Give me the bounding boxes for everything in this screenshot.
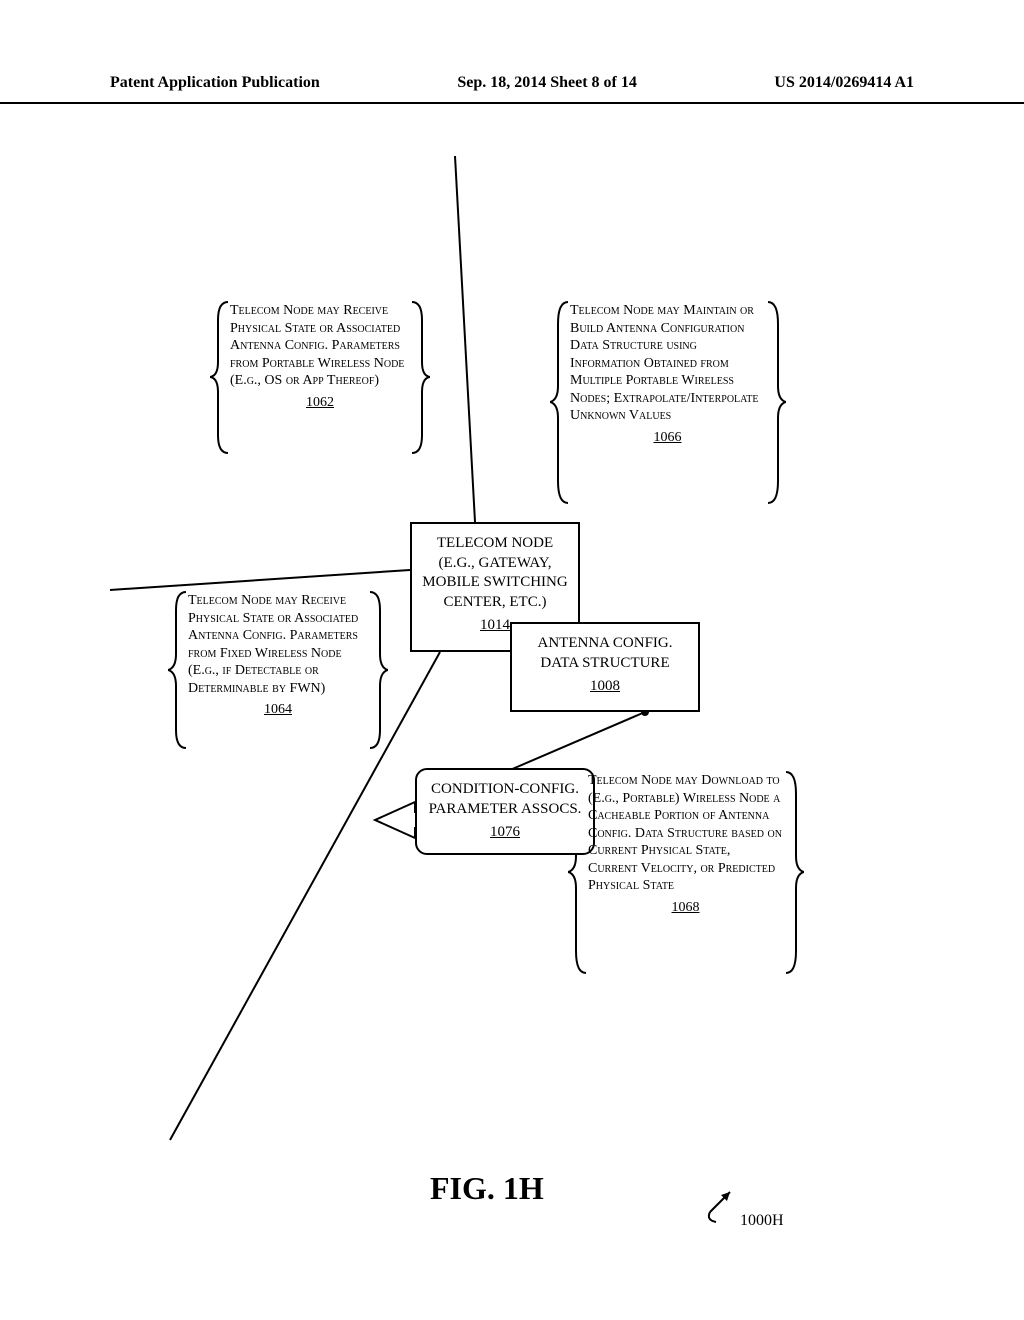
antenna-line-0: ANTENNA CONFIG. [538, 635, 673, 651]
annotation-1066: Telecom Node may Maintain or Build Anten… [570, 302, 765, 446]
annotation-1068-text: Telecom Node may Download to (E.g., Port… [588, 773, 782, 893]
brace-1062 [210, 300, 230, 455]
brace-1068-r [784, 770, 804, 975]
brace-1064-l [168, 590, 188, 750]
antenna-line-1: DATA STRUCTURE [540, 655, 669, 671]
header-center: Sep. 18, 2014 Sheet 8 of 14 [457, 74, 637, 96]
brace-1066-r [766, 300, 786, 505]
annotation-1068: Telecom Node may Download to (E.g., Port… [588, 772, 783, 916]
annotation-1068-ref: 1068 [588, 899, 783, 917]
header-right: US 2014/0269414 A1 [774, 74, 914, 96]
antenna-config-box: ANTENNA CONFIG. DATA STRUCTURE 1008 [510, 622, 700, 712]
annotation-1062-text: Telecom Node may Receive Physical State … [230, 303, 404, 388]
annotation-1066-text: Telecom Node may Maintain or Build Anten… [570, 303, 759, 423]
annotation-1064-text: Telecom Node may Receive Physical State … [188, 593, 358, 696]
figure-label: FIG. 1H [430, 1170, 544, 1207]
telecom-line-2: MOBILE SWITCHING [422, 574, 567, 590]
telecom-line-0: TELECOM NODE [437, 535, 553, 551]
brace-1062-r [410, 300, 430, 455]
header-left: Patent Application Publication [110, 74, 320, 96]
page-header: Patent Application Publication Sep. 18, … [0, 74, 1024, 104]
annotation-1062-ref: 1062 [230, 394, 410, 412]
annotation-1064: Telecom Node may Receive Physical State … [188, 592, 368, 719]
annotation-1064-ref: 1064 [188, 701, 368, 719]
callout-pointer-icon [709, 1192, 730, 1222]
annotation-1066-ref: 1066 [570, 429, 765, 447]
condition-config-box: CONDITION-CONFIG. PARAMETER ASSOCS. 1076 [415, 768, 595, 855]
telecom-line-1: (E.G., GATEWAY, [439, 555, 552, 571]
telecom-line-3: CENTER, ETC.) [444, 594, 547, 610]
figure-area: TELECOM NODE (E.G., GATEWAY, MOBILE SWIT… [110, 140, 914, 1240]
antenna-ref: 1008 [520, 677, 690, 697]
cond-line-1: PARAMETER ASSOCS. [429, 801, 582, 817]
figure-callout: 1000H [740, 1212, 784, 1230]
brace-1066-l [550, 300, 570, 505]
cond-line-0: CONDITION-CONFIG. [431, 781, 579, 797]
cond-ref: 1076 [425, 823, 585, 843]
annotation-1062: Telecom Node may Receive Physical State … [230, 302, 410, 411]
brace-1064-r [368, 590, 388, 750]
